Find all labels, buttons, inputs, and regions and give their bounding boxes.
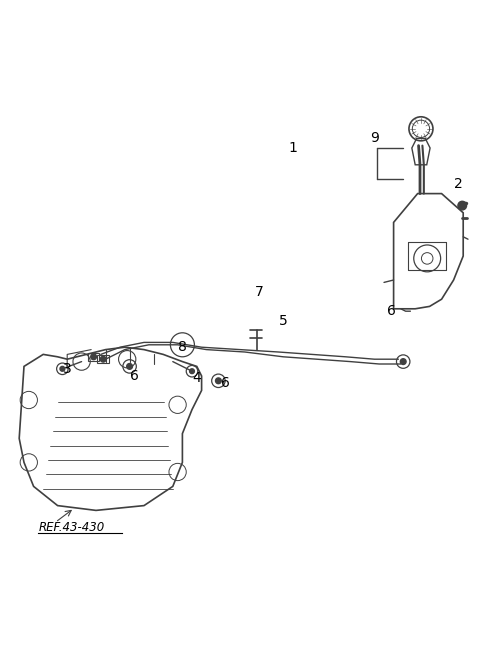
Text: 6: 6 [221,376,230,390]
Circle shape [400,359,406,365]
Bar [97,356,109,363]
Text: REF.43-430: REF.43-430 [38,521,105,534]
Text: 4: 4 [192,371,201,385]
Bar [88,353,99,361]
Circle shape [458,201,467,210]
Text: 2: 2 [454,177,463,191]
Text: 5: 5 [279,314,288,328]
Text: 6: 6 [130,369,139,383]
Text: 6: 6 [387,304,396,318]
Text: 3: 3 [63,362,72,376]
Text: 8: 8 [178,340,187,354]
Text: 9: 9 [370,131,379,146]
Text: 1: 1 [288,141,297,155]
Circle shape [60,367,65,371]
Text: 7: 7 [255,285,264,299]
Circle shape [127,363,132,369]
Circle shape [190,369,194,374]
Circle shape [100,356,106,362]
Circle shape [91,354,96,359]
Circle shape [216,378,221,384]
